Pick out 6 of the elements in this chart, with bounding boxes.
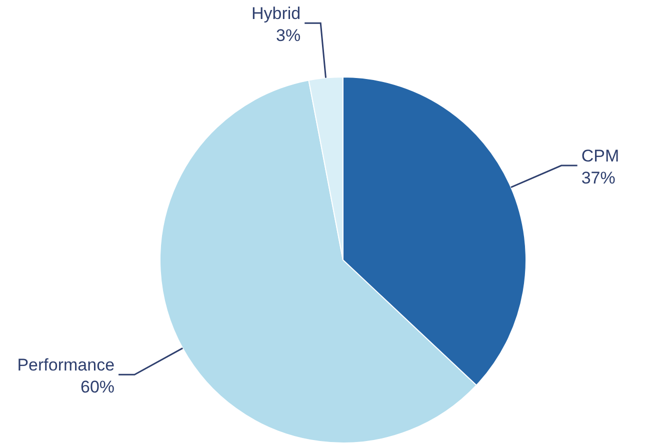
data-label: 3% [276, 26, 301, 46]
slice-label: CPM [581, 146, 620, 166]
slice-label: Hybrid [251, 4, 301, 24]
data-label: 60% [80, 378, 115, 397]
data-label: 37% [581, 168, 616, 188]
slice-label: Performance [17, 356, 115, 375]
